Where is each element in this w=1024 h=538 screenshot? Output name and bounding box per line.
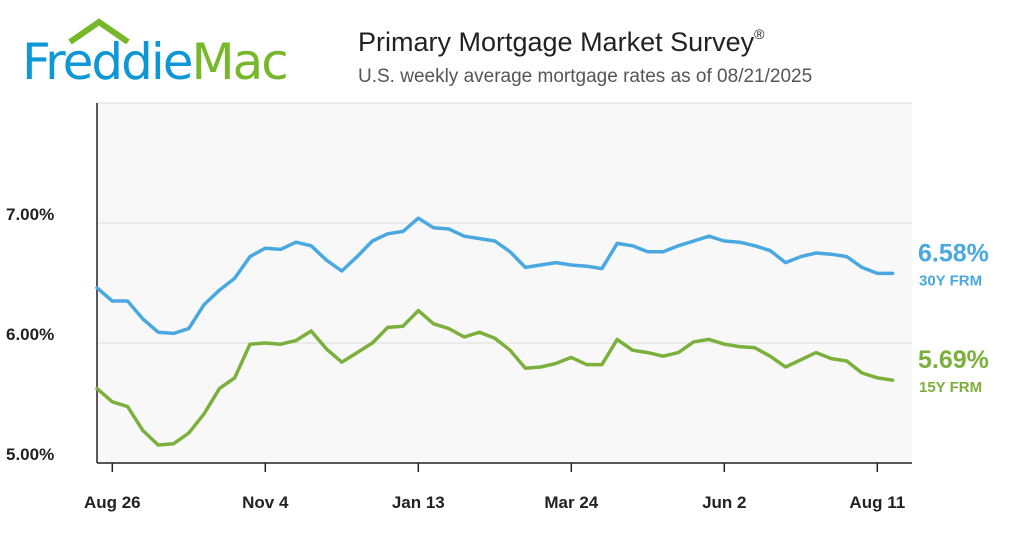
registered-mark: ® [754, 26, 765, 42]
house-roof-icon [68, 18, 130, 44]
freddie-mac-logo: FreddieMac [22, 18, 342, 92]
y-tick-label: 6.00% [6, 325, 54, 344]
plot-background [97, 103, 912, 463]
series-end-labels: 6.58% 30Y FRM 5.69% 15Y FRM [918, 239, 989, 396]
logo-word-freddie: Freddie [22, 33, 193, 91]
series-line-15y-frm [95, 308, 895, 447]
series-end-value: 6.58% [918, 239, 989, 267]
x-tick-label: Jan 13 [392, 493, 445, 512]
x-axis-ticks: Aug 26 Nov 4 Jan 13 Mar 24 Jun 2 Aug 11 [84, 463, 905, 512]
chart-subtitle: U.S. weekly average mortgage rates as of… [358, 66, 813, 87]
logo-wordmark: FreddieMac [22, 32, 289, 92]
series-name-label: 15Y FRM [919, 379, 982, 396]
x-tick-label: Aug 11 [849, 493, 905, 512]
series-lines [95, 216, 895, 447]
x-tick-label: Mar 24 [544, 493, 598, 512]
series-name-label: 30Y FRM [919, 272, 982, 289]
series-line-30y-frm [95, 216, 895, 336]
logo-word-mac: Mac [191, 33, 288, 91]
y-axis-ticks: 5.00% 6.00% 7.00% [6, 205, 54, 464]
x-tick-label: Jun 2 [702, 493, 746, 512]
axes [96, 103, 912, 464]
x-tick-label: Aug 26 [84, 493, 141, 512]
y-tick-label: 5.00% [6, 445, 54, 464]
x-tick-label: Nov 4 [242, 493, 289, 512]
chart-title: Primary Mortgage Market Survey® [358, 26, 764, 58]
series-end-value: 5.69% [918, 346, 989, 374]
chart-title-text: Primary Mortgage Market Survey [358, 27, 755, 57]
y-tick-label: 7.00% [6, 205, 54, 224]
